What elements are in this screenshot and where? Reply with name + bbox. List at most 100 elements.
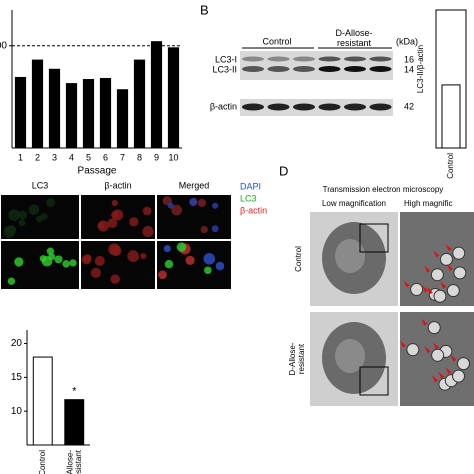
cell [40, 213, 48, 221]
cell [167, 202, 174, 209]
vesicle [427, 321, 441, 335]
band [242, 56, 264, 62]
x-tick-label: D-Allose-resistant [65, 449, 83, 474]
x-tick-label: 2 [35, 152, 40, 162]
cell [28, 204, 40, 216]
y-tick-label: 100 [0, 40, 7, 51]
inset-box [359, 366, 389, 396]
bar [32, 356, 53, 446]
band [318, 56, 341, 62]
bar [167, 47, 180, 149]
cell [197, 198, 207, 208]
x-tick-label: 1 [18, 152, 23, 162]
arrow [446, 263, 453, 271]
cell [212, 202, 219, 209]
arrow [426, 287, 433, 295]
nucleus [335, 239, 365, 273]
cell [171, 204, 183, 216]
x-tick-label: 4 [69, 152, 74, 162]
bar [65, 83, 78, 149]
cell [215, 261, 225, 271]
arrow [424, 346, 431, 354]
significance-mark: * [72, 386, 77, 398]
legend-entry: β-actin [240, 205, 267, 215]
kda-label: 14 [404, 64, 414, 74]
cell [46, 198, 56, 208]
arrow [445, 244, 452, 252]
x-tick-label: 6 [103, 152, 108, 162]
cell [185, 255, 195, 265]
x-axis-label: Passage [78, 166, 117, 177]
arrow [445, 367, 452, 375]
band [293, 56, 315, 62]
cell [14, 257, 24, 267]
cell [142, 225, 154, 238]
bar [99, 77, 112, 149]
cell [90, 267, 101, 278]
bar [116, 89, 129, 149]
vesicle [439, 252, 453, 266]
vesicle [430, 268, 444, 282]
arrow [431, 375, 438, 383]
arrow [403, 280, 410, 288]
cell [97, 220, 109, 232]
tem-title: Transmission electron microscopy [323, 185, 444, 194]
cell [41, 255, 53, 267]
column-header: High magnific [404, 199, 452, 208]
arrow [424, 265, 431, 273]
band [369, 66, 392, 72]
y-axis-label: LC3-II/β-actin [416, 45, 425, 93]
legend-entry: DAPI [240, 181, 261, 191]
band [267, 56, 290, 62]
band [267, 103, 290, 111]
band [242, 103, 264, 111]
column-header: β-actin [104, 180, 131, 190]
cell [46, 247, 55, 255]
vesicle [452, 246, 466, 260]
arrow [399, 340, 406, 348]
arrow [433, 250, 440, 258]
band-label: LC3-II [212, 64, 237, 74]
cell [200, 225, 208, 234]
band [344, 56, 366, 62]
cell [7, 277, 16, 285]
cell [211, 225, 219, 233]
vesicle [453, 266, 467, 280]
cell [163, 245, 171, 253]
y-tick-label: 10 [11, 406, 23, 417]
bar [441, 84, 461, 149]
vesicle [431, 348, 445, 362]
band-label: β-actin [210, 101, 237, 111]
vesicle [433, 289, 447, 303]
cell [107, 218, 118, 229]
cell [164, 259, 174, 269]
x-tick-label: 9 [154, 152, 159, 162]
column-header: Low magnification [322, 199, 386, 208]
kda-label: 16 [404, 54, 414, 64]
bar [64, 399, 85, 446]
arrow [450, 354, 457, 362]
column-header: Merged [179, 180, 210, 190]
column-header: LC3 [32, 180, 49, 190]
bar [133, 59, 146, 149]
band [369, 103, 392, 111]
bar [82, 79, 95, 149]
nucleus [335, 339, 365, 373]
arrow [422, 285, 429, 293]
cell [94, 255, 105, 267]
blot [240, 99, 393, 116]
cell [158, 270, 167, 280]
cell [69, 259, 77, 267]
arrow [432, 342, 439, 350]
band [318, 66, 341, 72]
vesicle [410, 282, 424, 296]
cell [18, 219, 26, 227]
panel-label: B [200, 2, 209, 17]
x-tick-label: 8 [137, 152, 142, 162]
cell [176, 242, 187, 252]
cell [127, 250, 140, 263]
cell [140, 252, 147, 260]
band [267, 66, 290, 72]
group-label: Control [262, 36, 291, 46]
band-label: LC3-I [215, 54, 237, 64]
